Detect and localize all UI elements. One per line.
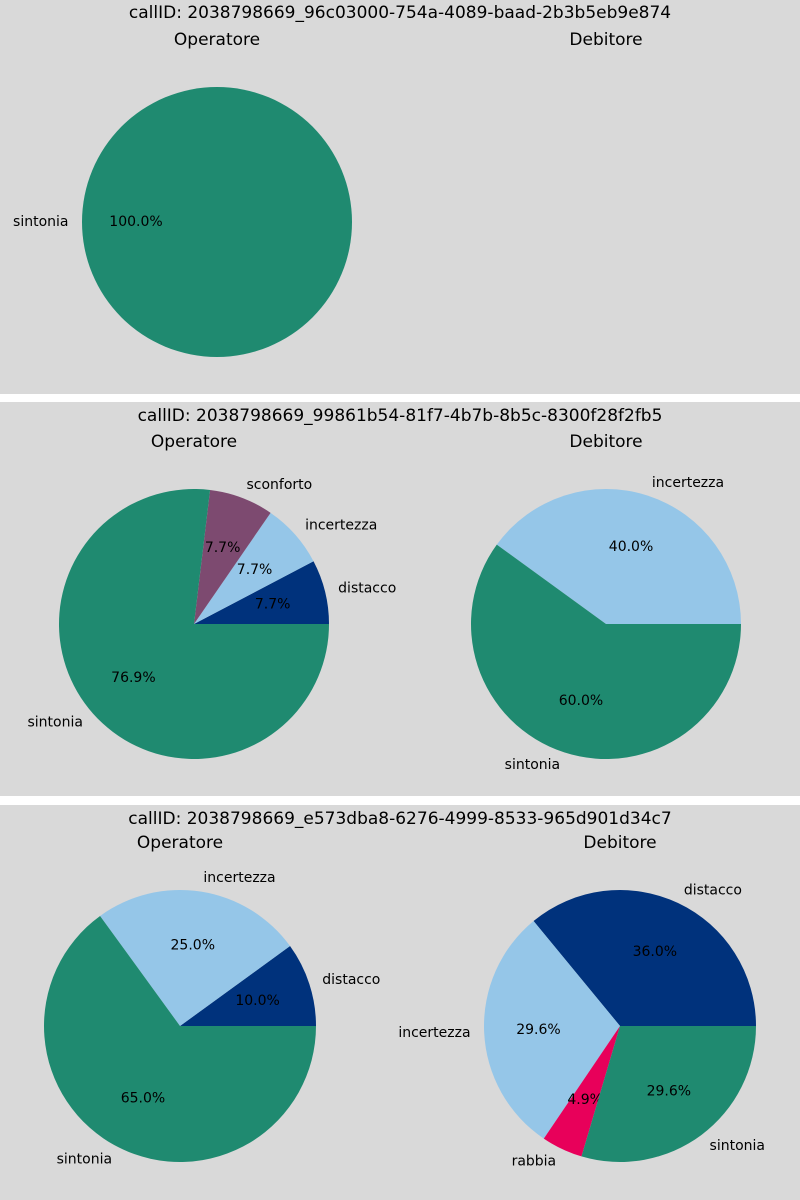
pie-subtitle-operatore: Operatore (151, 432, 237, 452)
pie-subtitle-operatore: Operatore (137, 833, 223, 853)
pie-pct-incertezza: 29.6% (516, 1022, 560, 1038)
pie-label-incertezza: incertezza (398, 1025, 470, 1041)
pie-label-incertezza: incertezza (652, 475, 724, 491)
pie-slice-rabbia (543, 1026, 620, 1157)
pie-label-incertezza: incertezza (305, 517, 377, 533)
pie-pct-sintonia: 76.9% (111, 670, 155, 686)
pie-slice-sconforto (194, 489, 271, 624)
pie-slice-sintonia (581, 1026, 756, 1162)
pie-pct-sintonia: 29.6% (647, 1083, 691, 1099)
pie-pct-distacco: 10.0% (235, 993, 279, 1009)
pie-label-sintonia: sintonia (505, 757, 560, 773)
pie-debitore: incertezza 40.0% sintonia 60.0% (471, 475, 741, 773)
pie-label-distacco: distacco (322, 972, 380, 988)
pie-pct-sconforto: 7.7% (205, 540, 241, 556)
chart-svg-call-1: callID: 2038798669_96c03000-754a-4089-ba… (13, 3, 671, 357)
pie-slice-sintonia (82, 87, 352, 357)
pie-slice-incertezza (483, 921, 620, 1139)
pie-label-distacco: distacco (684, 883, 742, 899)
pie-slice-distacco (180, 946, 316, 1026)
pie-slice-incertezza (496, 489, 741, 624)
chart-panel-call-1: callID: 2038798669_96c03000-754a-4089-ba… (0, 0, 800, 394)
pie-pct-distacco: 7.7% (255, 597, 291, 613)
pie-subtitle-debitore: Debitore (569, 30, 642, 50)
pie-label-sintonia: sintonia (13, 214, 68, 230)
pie-slice-sintonia (58, 489, 329, 759)
pie-slice-sintonia (44, 915, 316, 1162)
pie-label-incertezza: incertezza (203, 870, 275, 886)
pie-subtitle-debitore: Debitore (583, 833, 656, 853)
pie-slice-sintonia (471, 544, 741, 759)
pie-slice-incertezza (100, 890, 291, 1026)
chart-svg-call-3: callID: 2038798669_e573dba8-6276-4999-85… (44, 809, 765, 1170)
pie-pct-incertezza: 40.0% (609, 539, 653, 555)
pie-label-sconforto: sconforto (246, 477, 312, 493)
pie-slice-incertezza (194, 512, 314, 624)
pie-debitore: distacco 36.0% incertezza 29.6% rabbia 4.9% si… (398, 883, 765, 1170)
pie-subtitle-debitore: Debitore (569, 432, 642, 452)
pie-label-sintonia: sintonia (710, 1138, 765, 1154)
pie-operatore: distacco 7.7% incertezza 7.7% sconforto 7.7% s… (27, 477, 396, 759)
pie-pct-incertezza: 25.0% (171, 937, 215, 953)
chart-title: callID: 2038798669_99861b54-81f7-4b7b-8b… (138, 406, 663, 426)
chart-svg-call-2: callID: 2038798669_99861b54-81f7-4b7b-8b… (27, 406, 741, 773)
pie-label-sintonia: sintonia (57, 1151, 112, 1167)
pie-subtitle-operatore: Operatore (174, 30, 260, 50)
chart-title: callID: 2038798669_96c03000-754a-4089-ba… (129, 3, 671, 23)
pie-label-sintonia: sintonia (27, 715, 82, 731)
pie-pct-sintonia: 65.0% (121, 1091, 165, 1107)
pie-pct-incertezza: 7.7% (237, 562, 273, 578)
pie-label-rabbia: rabbia (512, 1153, 557, 1169)
chart-panel-call-3: callID: 2038798669_e573dba8-6276-4999-85… (0, 805, 800, 1200)
pie-operatore: sintonia 100.0% (13, 87, 352, 357)
pie-slice-distacco (194, 561, 329, 624)
pie-label-distacco: distacco (338, 580, 396, 596)
pie-pct-rabbia: 4.9% (567, 1092, 603, 1108)
pie-pct-distacco: 36.0% (633, 944, 677, 960)
pie-slice-distacco (533, 890, 756, 1026)
chart-panel-call-2: callID: 2038798669_99861b54-81f7-4b7b-8b… (0, 402, 800, 796)
pie-pct-sintonia: 60.0% (559, 693, 603, 709)
pie-pct-sintonia: 100.0% (109, 214, 162, 230)
chart-title: callID: 2038798669_e573dba8-6276-4999-85… (128, 809, 671, 829)
pie-operatore: distacco 10.0% incertezza 25.0% sintonia 65.0… (44, 870, 380, 1167)
